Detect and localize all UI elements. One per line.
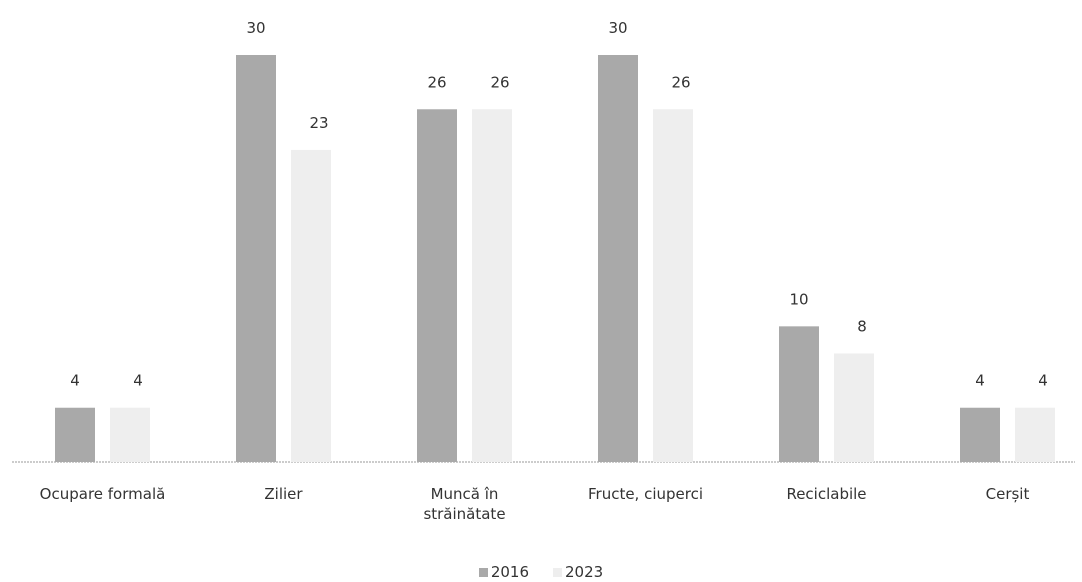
legend-swatch (478, 568, 488, 577)
data-label: 30 (246, 19, 265, 37)
data-label: 26 (427, 73, 446, 91)
legend: 2016 2023 (0, 563, 1082, 581)
bar (1015, 407, 1055, 462)
bar (960, 407, 1000, 462)
bar (236, 55, 276, 462)
data-label: 4 (70, 372, 80, 390)
bar (598, 55, 638, 462)
bar (55, 407, 95, 462)
data-label: 26 (490, 73, 509, 91)
bar (417, 109, 457, 463)
x-tick-label: Ocupare formală (39, 485, 166, 503)
x-tick-label: Muncă în străinătate (423, 485, 506, 523)
x-tick-label: Fructe, ciuperci (587, 485, 704, 503)
legend-item: 2023 (553, 563, 603, 581)
bar (653, 109, 693, 463)
bar (291, 149, 331, 462)
x-tick-label: Zilier (264, 485, 303, 503)
data-label: 8 (857, 317, 867, 335)
data-label: 10 (789, 290, 808, 308)
legend-swatch (553, 568, 562, 577)
data-label: 4 (133, 372, 143, 390)
x-tick-label: Reciclabile (786, 485, 867, 503)
bar (834, 353, 874, 462)
data-label: 4 (975, 372, 985, 390)
bar (110, 407, 150, 462)
legend-label: 2016 (490, 563, 529, 581)
data-label: 23 (309, 114, 328, 132)
legend-label: 2023 (565, 563, 604, 581)
data-label: 4 (1038, 372, 1048, 390)
legend-item: 2016 (478, 563, 529, 581)
bar (779, 326, 819, 462)
x-tick-label: Cerșit (985, 485, 1030, 503)
data-label: 26 (671, 73, 690, 91)
bar (472, 109, 512, 463)
data-label: 30 (608, 19, 627, 37)
